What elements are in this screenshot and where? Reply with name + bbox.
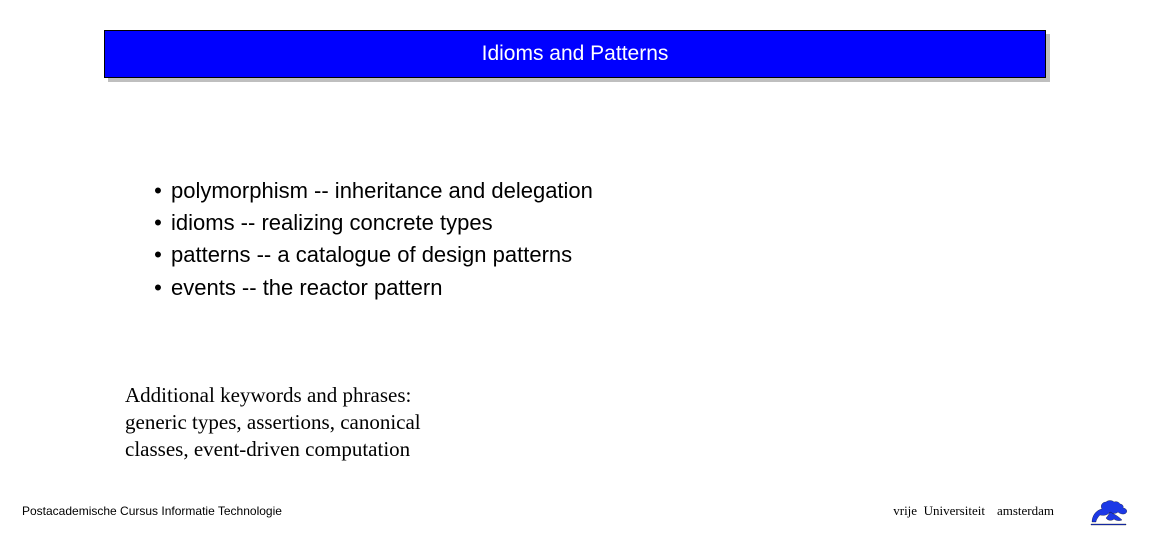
bullet-text: polymorphism -- inheritance and delegati…: [171, 178, 593, 203]
bullet-text: patterns -- a catalogue of design patter…: [171, 242, 572, 267]
footer-right: vrije Universiteit amsterdam: [893, 496, 1130, 526]
keywords-body: generic types, assertions, canonical cla…: [125, 409, 485, 463]
footer: Postacademische Cursus Informatie Techno…: [22, 500, 1130, 522]
bullet-text: idioms -- realizing concrete types: [171, 210, 493, 235]
footer-city: amsterdam: [997, 503, 1054, 519]
keywords-block: Additional keywords and phrases: generic…: [125, 382, 485, 463]
keywords-heading: Additional keywords and phrases:: [125, 382, 485, 409]
footer-vu-prefix: vrije: [893, 503, 917, 518]
slide: Idioms and Patterns •polymorphism -- inh…: [0, 0, 1152, 540]
list-item: •events -- the reactor pattern: [145, 272, 593, 303]
bullet-text: events -- the reactor pattern: [171, 275, 442, 300]
list-item: •idioms -- realizing concrete types: [145, 207, 593, 238]
list-item: •patterns -- a catalogue of design patte…: [145, 239, 593, 270]
footer-left: Postacademische Cursus Informatie Techno…: [22, 504, 282, 518]
bullet-list: •polymorphism -- inheritance and delegat…: [145, 175, 593, 304]
list-item: •polymorphism -- inheritance and delegat…: [145, 175, 593, 206]
footer-vu-main: Universiteit: [924, 503, 985, 518]
title-bar: Idioms and Patterns: [104, 30, 1046, 78]
footer-vu: vrije Universiteit: [893, 503, 985, 519]
slide-title: Idioms and Patterns: [482, 42, 669, 66]
griffin-logo-icon: [1086, 496, 1130, 526]
